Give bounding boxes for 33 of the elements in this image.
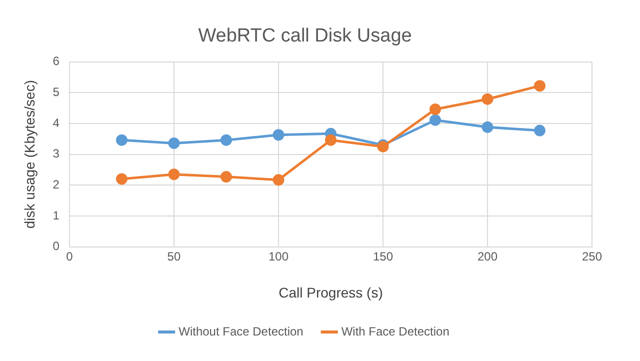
y-tick-label: 3 xyxy=(52,146,60,161)
y-tick-label: 6 xyxy=(52,54,60,68)
x-tick-label: 0 xyxy=(66,249,74,264)
point xyxy=(482,93,494,105)
point xyxy=(272,174,284,186)
point xyxy=(324,134,336,146)
point xyxy=(534,124,546,136)
point xyxy=(534,80,546,92)
y-tick-label: 2 xyxy=(52,177,60,192)
y-tick-label: 1 xyxy=(52,208,60,222)
x-tick-label: 200 xyxy=(477,249,498,264)
point xyxy=(429,104,441,116)
legend-label: Without Face Detection xyxy=(178,324,304,338)
point xyxy=(116,134,128,146)
point xyxy=(482,121,494,133)
x-axis-title: Call Progress (s) xyxy=(278,284,383,300)
chart-title: WebRTC call Disk Usage xyxy=(198,26,412,47)
point xyxy=(220,171,232,183)
y-tick-label: 0 xyxy=(52,239,60,254)
y-tick-label: 4 xyxy=(52,116,60,130)
point xyxy=(168,137,180,149)
point xyxy=(116,173,128,185)
y-tick-label: 5 xyxy=(52,84,60,99)
point xyxy=(220,134,232,146)
x-tick-label: 250 xyxy=(582,249,602,264)
point xyxy=(272,129,284,141)
point xyxy=(168,168,180,180)
x-tick-label: 100 xyxy=(268,249,289,264)
y-axis-title: disk usage (Kbytes/sec) xyxy=(21,80,38,229)
x-tick-label: 150 xyxy=(372,249,394,264)
legend-label: With Face Detection xyxy=(341,324,450,338)
point xyxy=(429,114,441,126)
x-tick-label: 50 xyxy=(167,249,181,264)
